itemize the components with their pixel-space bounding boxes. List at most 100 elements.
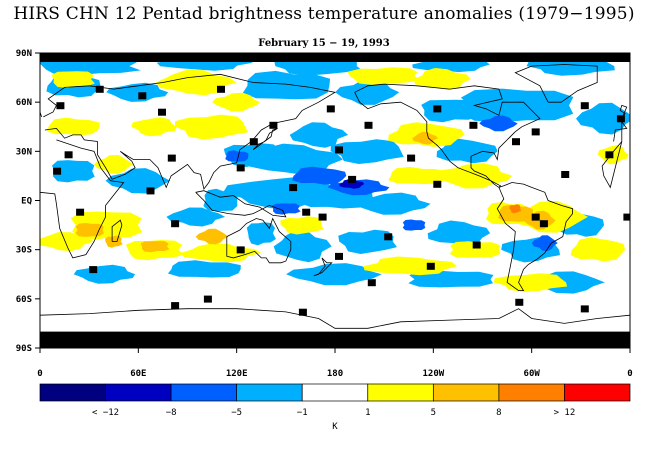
extreme-cold-anomaly-region xyxy=(339,179,365,189)
colorbar-label: > 12 xyxy=(554,408,576,418)
cold-anomaly-region xyxy=(40,57,141,76)
warm-anomaly-region xyxy=(388,166,447,185)
missing-data-north-band xyxy=(40,53,630,62)
coast-indonesia xyxy=(195,190,287,218)
coast-new-zealand xyxy=(313,257,333,277)
lat-label: EQ xyxy=(21,197,32,207)
missing-data-cell xyxy=(302,208,311,216)
missing-data-cell xyxy=(469,121,478,129)
missing-data-cell xyxy=(580,102,589,110)
missing-data-cell xyxy=(326,105,335,113)
longitude-axis: 0 60E 120E 180 120W 60W 0 xyxy=(37,348,633,379)
colorbar-label: −8 xyxy=(166,408,177,418)
strong-cold-anomaly-region xyxy=(479,115,518,132)
colorbar-label: −1 xyxy=(297,408,308,418)
colorbar-segment xyxy=(301,383,369,402)
missing-data-cell xyxy=(335,146,343,154)
coast-africa xyxy=(40,139,125,259)
warm-anomaly-region xyxy=(493,273,568,292)
warm-anomaly-region xyxy=(155,69,237,96)
colorbar-label: 5 xyxy=(431,408,436,418)
coast-africa-west xyxy=(601,141,623,189)
cold-anomaly-region xyxy=(330,139,404,164)
missing-data-cell xyxy=(364,121,373,129)
lon-label: 60W xyxy=(524,369,541,379)
strong-warm-anomaly-region xyxy=(412,131,439,145)
colorbar: < −12 −8 −5 −1 1 5 8 > 12 K xyxy=(39,383,631,432)
lon-label: 180 xyxy=(327,369,343,379)
missing-data-cell xyxy=(171,302,180,310)
colorbar-segment xyxy=(564,383,631,402)
missing-data-cell xyxy=(289,184,298,192)
warm-anomaly-region xyxy=(280,216,325,235)
missing-data-cell xyxy=(384,233,393,241)
coast-antarctica xyxy=(40,308,630,329)
lon-label: 0 xyxy=(627,369,632,379)
missing-data-cell xyxy=(539,220,548,228)
missing-data-cell xyxy=(236,164,245,172)
cold-anomaly-region xyxy=(408,270,494,288)
map-title: HIRS CHN 12 Pentad brightness temperatur… xyxy=(13,4,635,24)
warm-anomaly-region xyxy=(212,92,261,112)
coast-australia xyxy=(226,217,292,264)
cold-anomaly-region xyxy=(351,192,431,215)
cold-anomaly-region xyxy=(436,138,498,164)
cold-anomaly-region xyxy=(427,220,491,246)
missing-data-cell xyxy=(348,175,357,183)
colorbar-unit: K xyxy=(332,422,338,432)
coast-eurasia xyxy=(43,73,337,190)
colorbar-segment xyxy=(170,383,238,402)
missing-data-cell xyxy=(407,154,416,162)
colorbar-segment xyxy=(367,383,434,402)
map-plot-area xyxy=(39,52,631,349)
cold-anomaly-region xyxy=(247,143,343,176)
lon-label: 120W xyxy=(422,369,444,379)
colorbar-segment xyxy=(498,383,565,402)
warm-anomaly-region xyxy=(363,256,457,276)
missing-data-south-band xyxy=(40,331,630,348)
lon-label: 0 xyxy=(37,369,42,379)
missing-data-cell xyxy=(580,305,589,313)
cold-anomaly-region xyxy=(73,264,136,284)
missing-data-cell xyxy=(138,92,147,100)
missing-data-cell xyxy=(433,180,442,188)
strong-cold-anomaly-region xyxy=(402,219,426,231)
missing-data-cell xyxy=(89,266,98,274)
colorbar-label: −5 xyxy=(231,408,242,418)
warm-anomaly-region xyxy=(51,71,95,89)
missing-data-cell xyxy=(515,298,524,306)
missing-data-cell xyxy=(512,138,520,146)
strong-warm-anomaly-region xyxy=(195,228,229,245)
missing-data-cell xyxy=(76,208,85,216)
missing-data-cell xyxy=(217,85,225,93)
lat-label: 60N xyxy=(16,98,32,108)
coast-eurasia-west xyxy=(613,120,628,142)
missing-data-cell xyxy=(64,151,73,159)
missing-data-cell xyxy=(623,213,630,221)
missing-data-cell xyxy=(472,241,481,249)
coastline-layer xyxy=(40,64,630,329)
missing-data-cell xyxy=(367,279,376,287)
strong-warm-anomaly-region xyxy=(140,241,170,253)
cold-anomaly-region xyxy=(203,188,238,212)
missing-data-cell xyxy=(53,167,62,175)
colorbar-segment xyxy=(105,383,172,402)
coast-madagascar xyxy=(111,219,123,242)
strong-warm-anomaly-region xyxy=(498,204,533,222)
map-subtitle: February 15 − 19, 1993 xyxy=(258,38,390,49)
cold-anomaly-region xyxy=(51,160,95,183)
cold-anomaly-region xyxy=(335,79,400,105)
missing-data-cell xyxy=(318,213,327,221)
lat-label: 90N xyxy=(16,49,32,59)
warm-anomaly-region xyxy=(40,232,94,252)
cold-anomaly-region xyxy=(286,263,382,286)
anomaly-field-layer xyxy=(40,53,630,348)
warm-anomaly-region xyxy=(413,68,471,91)
warm-anomaly-region xyxy=(449,241,501,258)
strong-cold-anomaly-region xyxy=(271,203,301,215)
cold-anomaly-region xyxy=(421,99,480,123)
colorbar-segment xyxy=(39,383,106,402)
strong-cold-anomaly-region xyxy=(292,166,347,185)
missing-data-cell xyxy=(269,121,278,129)
coast-south-america xyxy=(496,182,573,292)
